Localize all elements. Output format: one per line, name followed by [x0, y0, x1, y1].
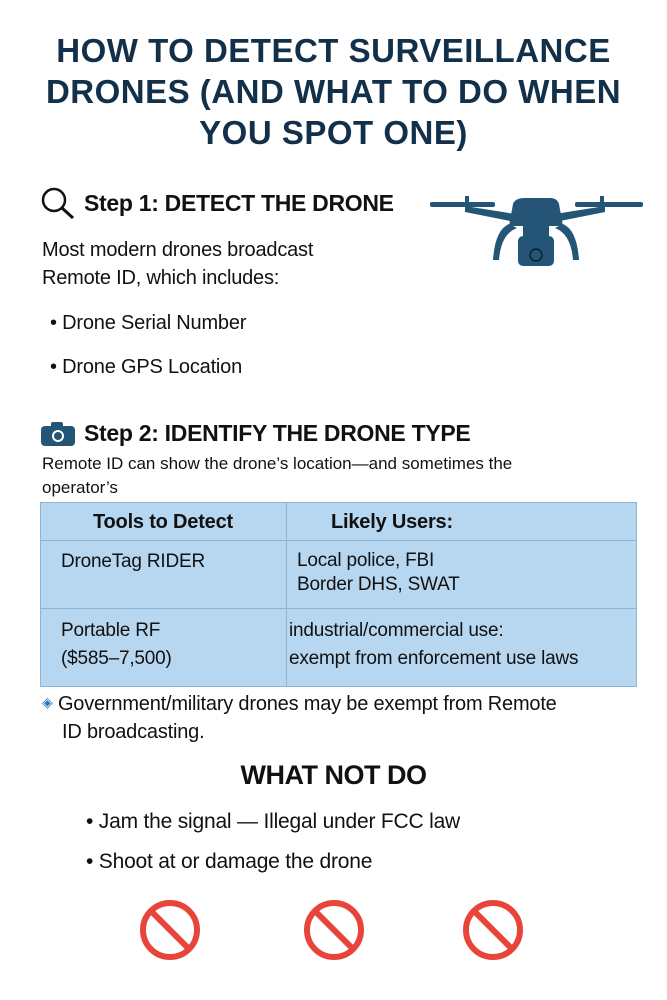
step1-bullet: • Drone GPS Location — [50, 356, 243, 378]
users-cell: Local police, FBI Border DHS, SWAT — [286, 540, 637, 609]
prohibited-icon — [140, 900, 200, 960]
tool-cell: Portable RF ($585–7,500) — [40, 608, 287, 687]
drone-icon — [430, 196, 643, 266]
prohibited-icon — [463, 900, 523, 960]
tools-table: Tools to Detect Likely Users: DroneTag R… — [40, 502, 637, 687]
step1-bullet: • Drone Serial Number — [50, 312, 247, 334]
step1-heading: Step 1: DETECT THE DRONE — [40, 186, 394, 220]
page-title: HOW TO DETECT SURVEILLANCE DRONES (AND W… — [45, 32, 622, 151]
not-do-heading: WHAT NOT DO — [240, 760, 427, 790]
diamond-icon: ◈ — [42, 694, 53, 710]
table-header-row: Tools to Detect Likely Users: — [40, 502, 637, 541]
not-do-bullet: • Shoot at or damage the drone — [86, 850, 373, 873]
step2-intro: Remote ID can show the drone’s location—… — [42, 454, 513, 497]
column-header: Tools to Detect — [40, 502, 287, 541]
prohibited-icon — [304, 900, 364, 960]
exemption-note: ◈ Government/military drones may be exem… — [42, 693, 557, 743]
users-cell: industrial/commercial use: exempt from en… — [286, 608, 637, 687]
magnifier-icon — [41, 187, 75, 220]
table-row: DroneTag RIDER Local police, FBI Border D… — [40, 540, 637, 609]
table-row: Portable RF ($585–7,500) industrial/comme… — [40, 608, 637, 687]
step1-intro: Most modern drones broadcast Remote ID, … — [42, 239, 314, 289]
tool-cell: DroneTag RIDER — [40, 540, 287, 609]
step2-heading: Step 2: IDENTIFY THE DRONE TYPE — [40, 420, 471, 447]
not-do-bullet: • Jam the signal — Illegal under FCC law — [86, 810, 461, 833]
camera-icon — [41, 421, 75, 446]
column-header: Likely Users: — [286, 502, 637, 541]
